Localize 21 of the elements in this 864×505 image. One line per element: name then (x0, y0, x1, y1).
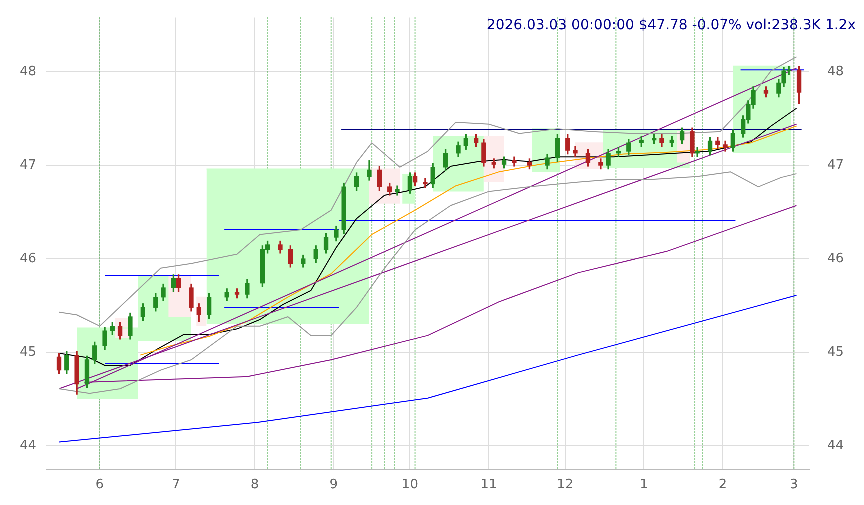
y2-tick-label: 46 (827, 251, 844, 266)
x-tick-label: 11 (480, 478, 498, 493)
y-tick-label: 47 (20, 158, 37, 173)
y-tick-label: 48 (20, 64, 37, 80)
x-tick-label: 7 (172, 478, 180, 493)
x-tick-label: 6 (96, 478, 104, 493)
chart-title: 2026.03.03 00:00:00 $47.78 -0.07% vol:238.3K 1.2x (486, 18, 856, 34)
x-tick-label: 12 (557, 478, 574, 493)
y-tick-label: 44 (20, 438, 37, 454)
y-tick-label: 45 (20, 344, 37, 360)
x-tick-label: 8 (250, 478, 260, 493)
x-tick-label: 3 (790, 478, 798, 493)
y2-tick-label: 48 (827, 64, 844, 80)
y2-tick-label: 47 (827, 158, 844, 173)
x-tick-label: 10 (402, 478, 418, 493)
x-tick-label: 1 (640, 478, 648, 493)
y2-tick-label: 44 (827, 438, 844, 454)
y-tick-label: 46 (20, 251, 37, 266)
x-tick-label: 9 (330, 478, 338, 493)
y2-tick-label: 45 (827, 344, 844, 360)
x-tick-label: 2 (718, 478, 728, 493)
